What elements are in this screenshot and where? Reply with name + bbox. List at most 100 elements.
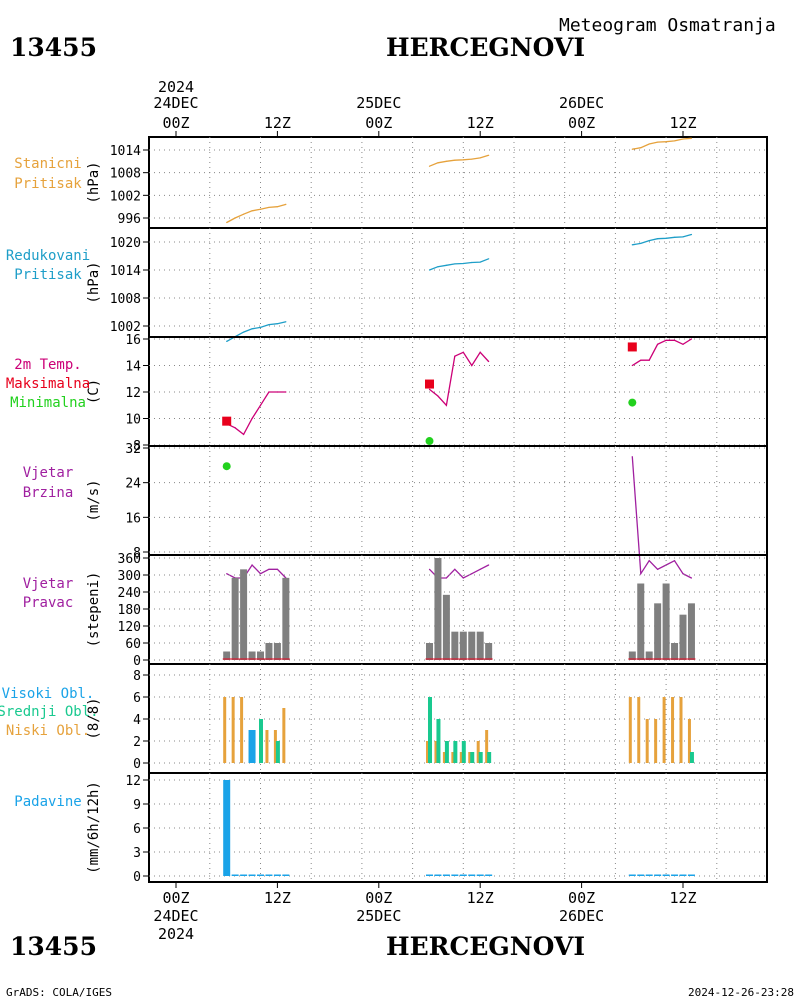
series-point [437, 266, 439, 268]
precip-bar [265, 874, 273, 876]
bottom-time-label: 00Z [568, 889, 595, 907]
series-point [665, 237, 667, 239]
series-point [648, 143, 650, 145]
direction-bar [654, 603, 662, 660]
bottom-date-label: 26DEC [559, 907, 604, 925]
low-cloud-bar [679, 697, 683, 763]
panel-label: Brzina [23, 485, 74, 501]
series-point [631, 148, 633, 150]
series-point [471, 364, 473, 367]
series-line [226, 391, 286, 436]
direction-bar [662, 583, 670, 660]
panel-label: Vjetar [23, 576, 74, 592]
bottom-time-label: 12Z [669, 889, 696, 907]
precip-bar [671, 874, 679, 876]
series-point [462, 351, 464, 353]
y-tick-label: 0 [133, 870, 141, 885]
precip-bar [231, 874, 239, 876]
y-tick-label: 6 [133, 822, 141, 837]
panel-label: Minimalna [10, 395, 86, 411]
mid-cloud-bar [428, 697, 432, 763]
y-axis-label: (mm/6h/12h) [86, 781, 102, 874]
series-point [690, 338, 693, 340]
series-point [648, 240, 650, 242]
series-point [673, 339, 676, 341]
y-axis-label: (stepeni) [86, 572, 102, 648]
y-tick-label: 12 [125, 386, 141, 401]
series-line [631, 338, 692, 367]
direction-bar [485, 643, 493, 660]
series-point [640, 242, 642, 244]
panel-label: Redukovani [6, 248, 90, 264]
series-line [226, 203, 287, 224]
y-tick-label: 3 [133, 846, 141, 861]
mid-cloud-bar [275, 741, 280, 763]
series-line [429, 154, 489, 167]
precip-bar [687, 874, 695, 876]
series-point [437, 162, 439, 164]
series-point [251, 210, 253, 212]
series-point [268, 568, 270, 570]
series-point [640, 573, 642, 575]
series-point [226, 340, 228, 342]
direction-bar [223, 651, 231, 660]
direction-bar [434, 558, 442, 660]
panel-temperature: 8 10 12 14 16 (C) 2m Temp. Maksimalna Minimalna [6, 333, 768, 471]
direction-bar [426, 643, 433, 660]
direction-bar [476, 631, 484, 660]
series-point [673, 140, 676, 142]
tmax-marker [425, 379, 434, 389]
series-point [640, 147, 642, 149]
mid-cloud-bar [470, 752, 475, 763]
panel-label: Pritisak [14, 267, 82, 283]
series-point [631, 244, 633, 246]
direction-bar [459, 631, 467, 660]
panel-label: 2m Temp. [14, 357, 81, 373]
top-time-label: 00Z [162, 114, 189, 132]
series-point [471, 261, 473, 264]
series-line [632, 137, 692, 150]
low-cloud-bar [442, 752, 446, 763]
series-point [454, 159, 456, 161]
series-point [657, 343, 659, 345]
mid-cloud-bar [487, 752, 492, 763]
low-cloud-bar [654, 719, 658, 763]
series-line [226, 321, 287, 342]
precip-bar [645, 874, 653, 876]
y-tick-label: 1002 [110, 320, 141, 335]
series-point [682, 236, 684, 238]
panel-label: Niski Obl. [6, 723, 90, 739]
series-point [259, 326, 262, 328]
series-line [429, 351, 490, 407]
top-date-label: 24DEC [153, 94, 198, 112]
series-point [454, 263, 456, 265]
precip-bar [426, 874, 433, 876]
y-axis-label: (m/s) [86, 479, 102, 521]
top-time-axis: 24DEC 00Z 12Z 25DEC 00Z 12Z 26DEC 00Z 12Z [153, 94, 697, 137]
series-point [268, 206, 270, 209]
series-point [428, 388, 431, 390]
footer-credit: GrADS: COLA/IGES [6, 986, 112, 999]
series-point [445, 160, 447, 162]
mid-cloud-bar [453, 741, 458, 763]
direction-bar [679, 614, 687, 660]
precip-bar [459, 874, 467, 876]
y-tick-label: 4 [133, 713, 141, 728]
station-id-top: 13455 [10, 33, 97, 62]
low-cloud-bar [434, 741, 438, 763]
series-point [690, 233, 693, 236]
direction-bar [240, 569, 248, 660]
direction-bar [628, 651, 636, 660]
top-time-label: 12Z [467, 114, 494, 132]
series-point [259, 573, 262, 575]
series-point [640, 359, 642, 361]
y-axis-label: (hPa) [86, 261, 102, 303]
series-point [276, 323, 278, 325]
tmin-marker [628, 398, 637, 407]
y-tick-label: 180 [118, 603, 141, 618]
panel-label: Pritisak [14, 176, 82, 192]
series-point [657, 568, 659, 570]
y-tick-label: 32 [125, 442, 141, 457]
top-date-label: 26DEC [559, 94, 604, 112]
series-point [631, 456, 633, 458]
